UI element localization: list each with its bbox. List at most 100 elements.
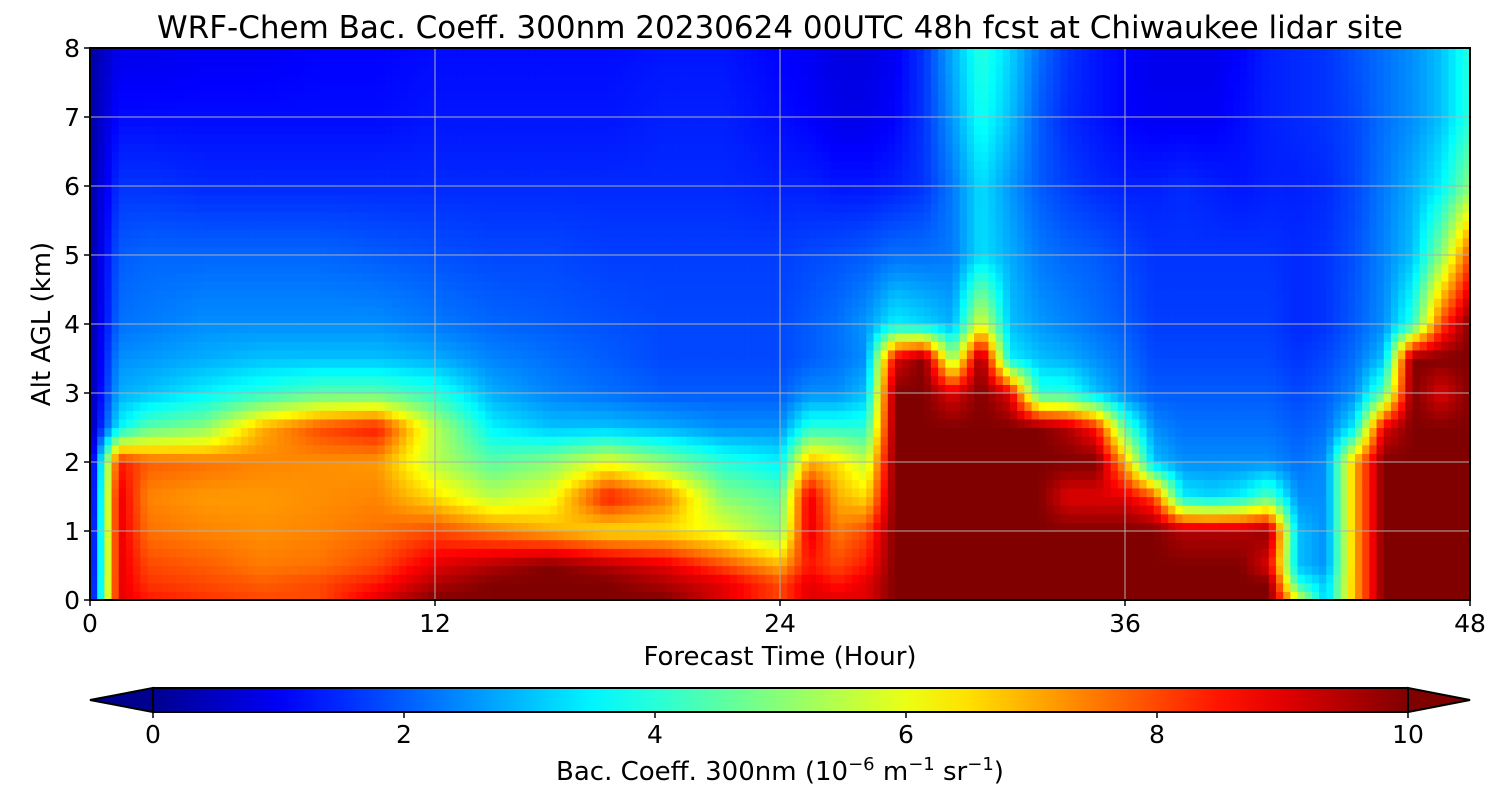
heatmap-cell [629, 453, 637, 463]
heatmap-cell [859, 548, 867, 558]
heatmap-cell [873, 548, 882, 558]
heatmap-cell [1290, 556, 1299, 567]
heatmap-cell [736, 505, 745, 515]
heatmap-cell [1110, 556, 1119, 567]
heatmap-cell [571, 418, 580, 429]
heatmap-cell [233, 496, 242, 506]
heatmap-cell [607, 505, 616, 515]
heatmap-cell [1268, 565, 1277, 575]
heatmap-cell [1139, 513, 1148, 523]
heatmap-cell [514, 574, 522, 584]
heatmap-cell [125, 410, 134, 420]
heatmap-cell [1462, 393, 1471, 403]
heatmap-cell [248, 591, 256, 601]
heatmap-cell [672, 470, 680, 480]
heatmap-cell [736, 479, 745, 489]
heatmap-cell [427, 418, 436, 429]
heatmap-cell [801, 522, 810, 532]
heatmap-cell [758, 574, 767, 584]
heatmap-cell [945, 548, 954, 558]
heatmap-cell [1060, 384, 1069, 394]
heatmap-cell [1240, 487, 1248, 498]
heatmap-cell [780, 548, 788, 558]
heatmap-cell [708, 513, 716, 523]
heatmap-cell [1390, 539, 1399, 549]
heatmap-cell [650, 591, 659, 601]
heatmap-cell [327, 418, 335, 429]
heatmap-cell [320, 444, 328, 454]
heatmap-cell [636, 505, 645, 515]
heatmap-cell [111, 427, 120, 437]
heatmap-cell [1125, 574, 1133, 584]
heatmap-cell [169, 470, 177, 480]
heatmap-cell [787, 487, 795, 498]
heatmap-cell [578, 418, 587, 429]
heatmap-cell [686, 444, 695, 454]
heatmap-cell [672, 591, 680, 601]
heatmap-cell [657, 591, 666, 601]
heatmap-cell [391, 487, 400, 498]
heatmap-cell [1340, 436, 1349, 446]
heatmap-cell [1448, 548, 1457, 558]
heatmap-cell [564, 496, 573, 506]
heatmap-cell [348, 462, 357, 472]
heatmap-cell [1419, 444, 1428, 454]
heatmap-cell [470, 582, 479, 592]
heatmap-cell [859, 401, 867, 411]
heatmap-cell [334, 453, 343, 463]
heatmap-cell [744, 375, 752, 385]
heatmap-cell [600, 479, 609, 489]
heatmap-cell [1240, 384, 1248, 394]
heatmap-cell [708, 574, 716, 584]
heatmap-cell [514, 375, 522, 385]
heatmap-cell [557, 531, 565, 541]
heatmap-cell [722, 556, 731, 567]
heatmap-cell [140, 487, 149, 498]
heatmap-cell [1096, 444, 1105, 454]
heatmap-cell [492, 539, 501, 549]
heatmap-cell [722, 487, 731, 498]
heatmap-cell [1333, 531, 1342, 541]
heatmap-cell [564, 444, 573, 454]
heatmap-cell [787, 556, 795, 567]
heatmap-cell [499, 505, 508, 515]
heatmap-cell [240, 393, 249, 403]
heatmap-cell [1010, 505, 1018, 515]
heatmap-cell [470, 548, 479, 558]
heatmap-cell [485, 462, 494, 472]
heatmap-cell [212, 462, 220, 472]
heatmap-cell [154, 487, 163, 498]
heatmap-cell [1347, 574, 1356, 584]
heatmap-cell [988, 418, 997, 429]
heatmap-cell [801, 436, 810, 446]
heatmap-cell [1304, 574, 1313, 584]
heatmap-cell [140, 453, 149, 463]
heatmap-cell [557, 582, 565, 592]
heatmap-cell [262, 384, 271, 394]
heatmap-cell [1081, 384, 1090, 394]
heatmap-cell [1240, 462, 1248, 472]
heatmap-cell [614, 436, 623, 446]
heatmap-cell [248, 418, 256, 429]
heatmap-cell [629, 496, 637, 506]
heatmap-cell [715, 479, 724, 489]
heatmap-cell [399, 401, 407, 411]
heatmap-cell [355, 384, 364, 394]
heatmap-cell [1110, 462, 1119, 472]
heatmap-cell [765, 393, 774, 403]
heatmap-cell [1031, 582, 1040, 592]
heatmap-cell [1153, 470, 1162, 480]
heatmap-cell [902, 401, 910, 411]
heatmap-cell [169, 427, 177, 437]
heatmap-cell [1074, 531, 1083, 541]
heatmap-cell [262, 565, 271, 575]
heatmap-cell [585, 384, 594, 394]
heatmap-cell [1211, 505, 1220, 515]
heatmap-cell [643, 574, 652, 584]
heatmap-cell [1110, 384, 1119, 394]
heatmap-cell [291, 487, 300, 498]
heatmap-cell [1175, 444, 1184, 454]
heatmap-cell [327, 470, 335, 480]
heatmap-cell [1081, 539, 1090, 549]
heatmap-cell [305, 453, 314, 463]
